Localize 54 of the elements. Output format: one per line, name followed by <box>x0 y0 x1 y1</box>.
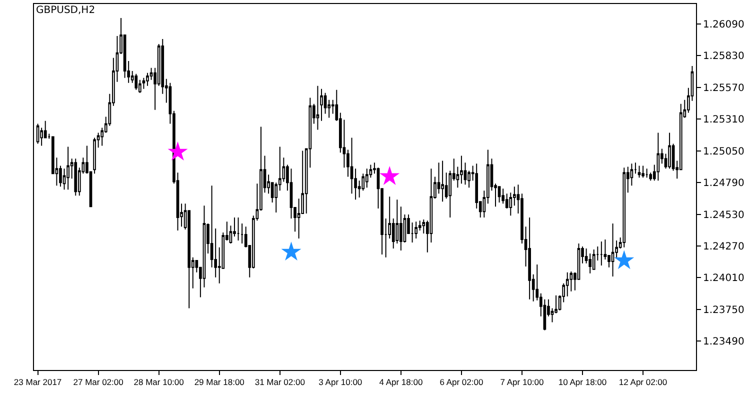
y-tick-label: 1.23490 <box>703 336 744 348</box>
candlestick <box>74 158 78 196</box>
point <box>168 142 188 161</box>
y-tick-label: 1.25570 <box>703 82 744 94</box>
x-tick-label: 10 Apr 18:00 <box>558 377 607 388</box>
candlestick <box>656 132 660 182</box>
candlestick <box>498 186 501 204</box>
chart-title: GBPUSD,H2 <box>36 4 96 16</box>
point <box>281 242 302 261</box>
candlestick <box>146 72 149 86</box>
candlestick <box>668 132 671 170</box>
candlestick <box>642 165 644 178</box>
candlestick <box>645 168 648 178</box>
candlestick <box>142 77 146 90</box>
x-tick-label: 3 Apr 10:00 <box>318 377 362 388</box>
candlestick <box>93 137 96 174</box>
candlestick <box>236 217 240 241</box>
x-tick-label: 4 Apr 18:00 <box>379 377 423 388</box>
candlestick <box>460 155 463 184</box>
candlestick <box>502 188 504 204</box>
x-tick-label: 31 Mar 02:00 <box>254 377 306 388</box>
y-tick-label: 1.23750 <box>703 304 744 316</box>
y-tick-label: 1.25830 <box>703 51 744 62</box>
x-tick-label: 12 Apr 02:00 <box>618 377 668 388</box>
candlestick <box>240 223 244 244</box>
candlestick <box>320 88 323 122</box>
candlestick <box>611 223 614 277</box>
x-tick-label: 27 Mar 02:00 <box>73 377 124 388</box>
y-tick-label: 1.24790 <box>703 178 744 190</box>
candlestick <box>316 85 320 130</box>
x-tick-label: 7 Apr 10:00 <box>500 377 544 388</box>
y-tick-label: 1.24010 <box>703 273 744 284</box>
y-tick-label: 1.25050 <box>703 146 744 158</box>
candlestick <box>638 165 641 178</box>
point <box>380 166 400 185</box>
candlestick <box>365 168 368 188</box>
candlestick <box>36 123 40 144</box>
candlestick <box>528 217 531 300</box>
candlestick <box>134 73 138 90</box>
candlestick <box>592 249 596 270</box>
point <box>614 250 634 270</box>
candlestick <box>414 221 418 240</box>
y-tick-label: 1.26090 <box>703 20 744 30</box>
y-tick-label: 1.24530 <box>703 210 744 221</box>
candlestick <box>600 240 603 266</box>
x-tick-label: 6 Apr 02:00 <box>440 377 484 388</box>
x-tick-label: 23 Mar 2017 <box>14 377 62 388</box>
candlestick <box>622 167 626 248</box>
candlestick <box>441 160 444 202</box>
x-tick-label: 28 Mar 10:00 <box>134 377 184 388</box>
y-tick-label: 1.24270 <box>703 241 744 252</box>
x-tick-label: 29 Mar 18:00 <box>194 377 245 388</box>
y-tick-label: 1.25310 <box>703 114 744 126</box>
candlestick <box>66 146 70 190</box>
